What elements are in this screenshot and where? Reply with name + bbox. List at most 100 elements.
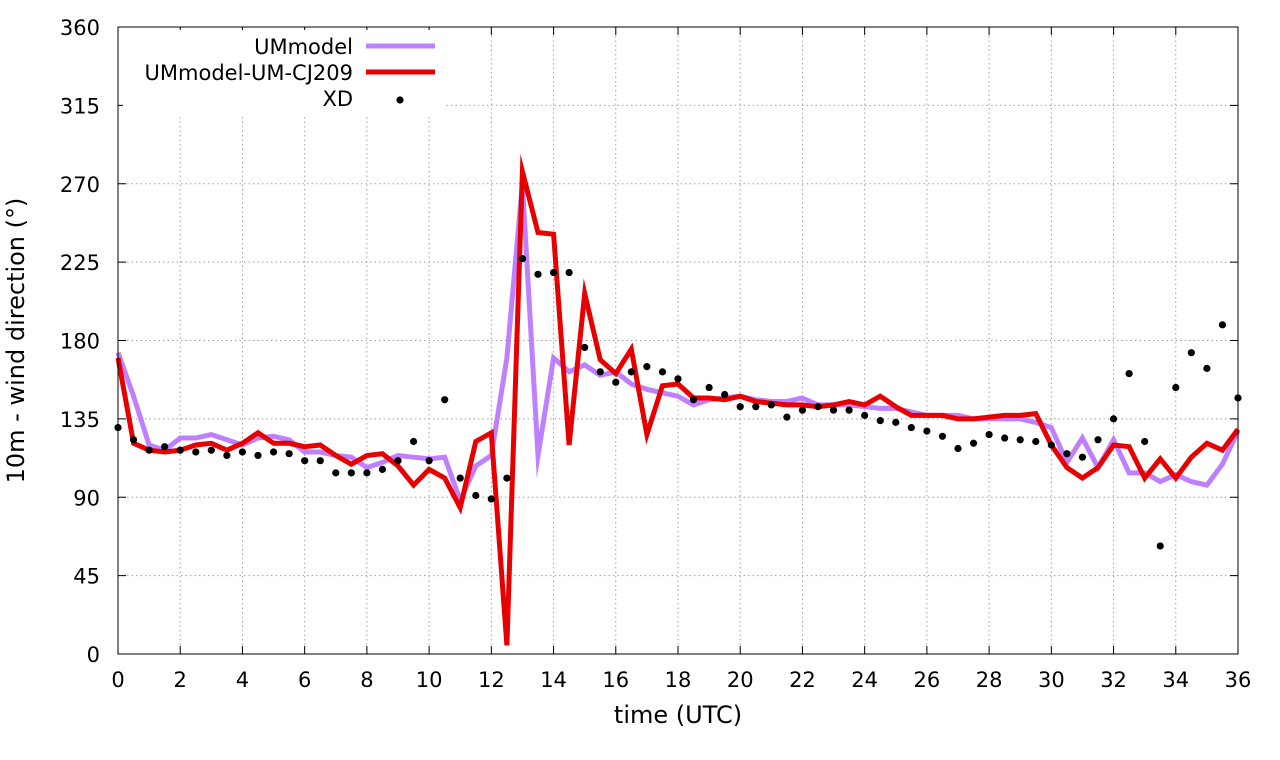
data-point — [596, 368, 604, 376]
data-point — [409, 437, 418, 446]
data-point — [1047, 441, 1055, 449]
data-point — [969, 439, 978, 447]
x-tick-label: 2 — [174, 668, 187, 692]
x-tick-label: 32 — [1100, 668, 1127, 692]
data-series — [114, 154, 1242, 646]
data-point — [876, 417, 884, 425]
series-ummodel — [115, 183, 1241, 508]
data-point — [347, 469, 355, 477]
x-tick-label: 22 — [789, 668, 816, 692]
legend-label: UMmodel — [254, 35, 353, 59]
data-point — [269, 448, 278, 456]
y-tick-label: 45 — [73, 565, 100, 589]
data-point — [285, 450, 293, 458]
data-point — [332, 469, 340, 477]
x-tick-label: 14 — [540, 668, 567, 692]
x-tick-label: 34 — [1162, 668, 1189, 692]
data-point — [456, 474, 464, 482]
data-point — [1032, 437, 1040, 446]
series-line — [115, 183, 1241, 508]
x-tick-label: 0 — [111, 668, 124, 692]
x-axis-title: time (UTC) — [614, 701, 742, 729]
x-tick-label: 16 — [602, 668, 629, 692]
data-point — [1172, 383, 1180, 392]
data-point — [472, 491, 480, 500]
data-point — [845, 406, 853, 414]
legend-swatch-point — [396, 96, 404, 104]
y-tick-label: 135 — [60, 408, 100, 432]
y-tick-label: 270 — [60, 173, 100, 197]
data-point — [985, 430, 993, 439]
data-point — [736, 403, 744, 411]
data-point — [1109, 415, 1118, 423]
data-point — [192, 448, 200, 456]
data-point — [363, 469, 371, 477]
data-point — [767, 401, 775, 409]
data-point — [1125, 369, 1133, 378]
y-tick-label: 180 — [60, 330, 100, 354]
x-tick-label: 18 — [665, 668, 692, 692]
x-tick-label: 36 — [1225, 668, 1252, 692]
data-point — [1218, 321, 1227, 329]
data-point — [954, 444, 962, 453]
data-point — [783, 413, 791, 421]
data-point — [534, 270, 542, 278]
data-point — [378, 465, 387, 473]
data-point — [503, 474, 511, 482]
data-point — [798, 406, 807, 414]
data-point — [207, 446, 215, 454]
x-tick-label: 6 — [298, 668, 311, 692]
x-tick-label: 10 — [416, 668, 443, 692]
data-point — [1141, 437, 1149, 446]
data-point — [658, 368, 667, 376]
legend-label: XD — [322, 87, 353, 111]
data-point — [549, 268, 558, 277]
data-point — [316, 457, 324, 465]
data-point — [581, 343, 589, 352]
data-point — [1156, 542, 1164, 550]
data-point — [145, 446, 153, 454]
data-point — [254, 451, 262, 460]
data-point — [394, 457, 402, 465]
data-point — [643, 363, 651, 371]
grid-lines — [118, 27, 1238, 654]
axis-ticks: 0 2 4 6 8 10 12 14 16 18 20 22 24 26 28 30 32 34 360459013… — [60, 16, 1251, 692]
data-point — [892, 418, 900, 426]
y-tick-label: 0 — [87, 643, 100, 667]
data-point — [1094, 436, 1102, 444]
y-axis-title: 10m - wind direction (°) — [2, 198, 30, 484]
x-tick-label: 20 — [727, 668, 754, 692]
data-point — [223, 451, 231, 460]
x-tick-label: 24 — [851, 668, 878, 692]
y-tick-label: 90 — [73, 486, 100, 510]
data-point — [938, 432, 947, 440]
data-point — [829, 406, 838, 414]
data-point — [487, 495, 495, 503]
data-point — [129, 436, 138, 444]
y-tick-label: 225 — [60, 251, 100, 275]
series-xd — [114, 255, 1242, 550]
x-tick-label: 28 — [976, 668, 1003, 692]
data-point — [689, 396, 698, 404]
data-point — [441, 396, 449, 404]
data-point — [861, 411, 869, 419]
data-point — [612, 378, 620, 386]
data-point — [721, 390, 729, 399]
data-point — [1001, 434, 1009, 442]
data-point — [814, 403, 822, 411]
data-point — [752, 403, 760, 411]
data-point — [238, 448, 247, 456]
y-tick-label: 315 — [60, 94, 100, 118]
data-point — [1063, 450, 1071, 458]
data-point — [923, 427, 931, 435]
data-point — [1203, 364, 1211, 372]
data-point — [161, 443, 169, 451]
data-point — [1078, 453, 1087, 461]
y-tick-label: 360 — [60, 16, 100, 40]
data-point — [705, 383, 713, 392]
data-point — [176, 446, 184, 454]
data-point — [301, 457, 309, 465]
